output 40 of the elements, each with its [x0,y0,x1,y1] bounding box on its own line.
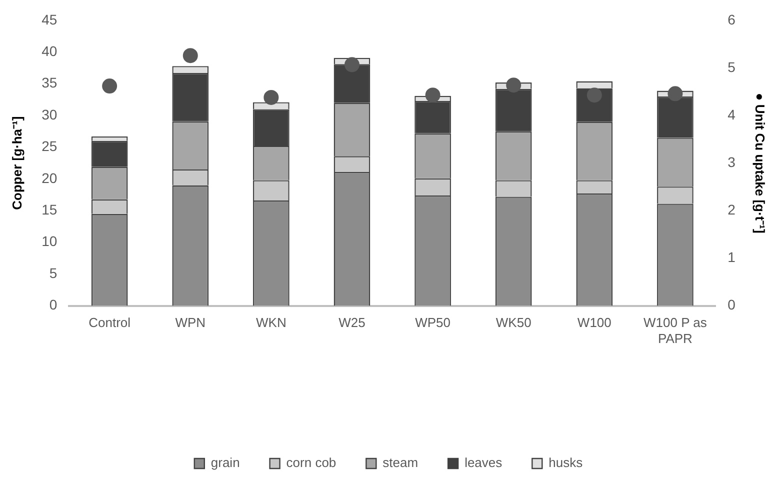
y-tick-label: 40 [42,42,58,59]
y-tick-label: 15 [42,202,58,218]
legend-label: leaves [464,455,503,470]
y-tick-label: 25 [42,138,58,154]
x-tick-label: W25 [338,315,366,330]
point [102,78,118,94]
y-tick-label: 5 [49,264,58,281]
x-tick-label: WPN [175,315,206,330]
point [264,90,279,105]
y2-tick-label: 2 [728,202,736,218]
x-tick-label: W100 P as PAPR [644,315,708,346]
legend-label: corn cob [286,455,336,470]
y-tick-label: 45 [42,11,58,28]
point [425,88,440,103]
y2-tick-label: 3 [728,154,736,170]
legend-label: steam [382,455,418,470]
point [586,88,602,103]
x-tick-label: WKN [256,315,286,330]
y2-tick-label: 0 [728,296,736,313]
x-tick-label: W100 [577,315,612,330]
legend-label: husks [548,455,584,470]
y2-tick-label: 5 [728,58,736,75]
y-tick-label: 0 [49,296,58,313]
y2-axis-title: ● Unit Cu uptake [g·t⁻¹] [752,92,768,234]
y-tick-label: 10 [42,233,58,250]
y2-tick-label: 4 [728,106,736,122]
point [668,86,683,102]
point [344,57,360,72]
legend-label: grain [210,455,240,470]
point [506,78,522,93]
x-tick-label: Control [88,315,131,330]
y2-tick-label: 1 [728,249,736,266]
y2-tick-label: 6 [728,11,736,28]
y-axis-title: Copper [g·ha⁻¹] [9,116,24,210]
y-tick-label: 30 [42,106,58,122]
y-tick-label: 35 [42,74,58,91]
x-tick-label: WK50 [496,315,532,330]
y-tick-label: 20 [42,170,58,186]
point [182,48,198,64]
x-tick-label: WP50 [415,315,450,330]
